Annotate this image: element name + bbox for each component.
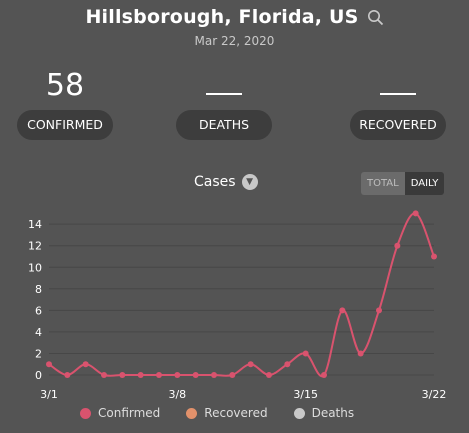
data-point[interactable] — [192, 372, 199, 378]
data-point[interactable] — [119, 372, 126, 378]
y-tick-label: 2 — [35, 347, 42, 360]
search-icon[interactable] — [367, 9, 384, 26]
legend-item-recovered[interactable]: Recovered — [186, 406, 268, 420]
legend-item-deaths[interactable]: Deaths — [293, 406, 355, 420]
data-point[interactable] — [156, 372, 162, 378]
deaths-empty-dash — [206, 93, 242, 95]
data-point[interactable] — [284, 361, 291, 368]
x-tick-label: 3/15 — [293, 388, 318, 401]
legend-dot-recovered — [186, 407, 198, 419]
y-tick-label: 10 — [28, 261, 42, 274]
y-tick-label: 4 — [35, 326, 42, 339]
legend-dot-confirmed — [80, 407, 91, 419]
legend-label-deaths: Deaths — [311, 406, 355, 420]
confirmed-button[interactable]: CONFIRMED — [17, 110, 113, 140]
data-point[interactable] — [101, 372, 107, 378]
total-daily-toggle[interactable]: TOTAL DAILY — [361, 172, 445, 195]
stat-confirmed: 58 CONFIRMED — [0, 66, 130, 140]
data-point[interactable] — [229, 372, 236, 378]
report-date: Mar 22, 2020 — [194, 34, 275, 48]
location-title: Hillsborough, Florida, US — [85, 6, 383, 28]
y-tick-label: 0 — [35, 369, 42, 382]
data-point[interactable] — [376, 307, 382, 314]
legend-dot-deaths — [293, 407, 305, 419]
deaths-button[interactable]: DEATHS — [176, 110, 272, 140]
y-tick-label: 14 — [28, 218, 42, 231]
x-tick-label: 3/8 — [168, 388, 186, 401]
toggle-total[interactable]: TOTAL — [361, 172, 405, 195]
data-point[interactable] — [211, 372, 217, 378]
chart-legend: Confirmed Recovered Deaths — [80, 406, 354, 420]
data-point[interactable] — [64, 372, 71, 378]
recovered-empty-dash — [380, 93, 416, 95]
data-point[interactable] — [339, 307, 346, 314]
legend-label-recovered: Recovered — [204, 406, 268, 420]
recovered-button[interactable]: RECOVERED — [350, 110, 446, 140]
toggle-daily[interactable]: DAILY — [404, 172, 445, 195]
chevron-down-icon[interactable]: ▼ — [241, 174, 258, 190]
legend-label-confirmed: Confirmed — [98, 406, 161, 420]
data-point[interactable] — [302, 350, 309, 357]
series-line-confirmed — [48, 212, 435, 378]
data-point[interactable] — [394, 242, 401, 249]
data-point[interactable] — [174, 372, 181, 378]
stat-recovered: RECOVERED — [333, 66, 463, 140]
header: Hillsborough, Florida, US Mar 22, 2020 — [0, 6, 469, 48]
y-tick-label: 12 — [28, 240, 42, 253]
metric-label: Cases — [194, 174, 236, 190]
data-point[interactable] — [431, 253, 437, 260]
x-tick-label: 3/22 — [422, 388, 447, 401]
location-name: Hillsborough, Florida, US — [85, 6, 359, 28]
cases-line-chart: 0 2 4 6 8 10 12 14 3/1 3/8 3/15 3/22 — [28, 210, 447, 401]
data-point[interactable] — [321, 372, 327, 378]
metric-selector[interactable]: Cases ▼ — [194, 174, 258, 190]
data-point[interactable] — [412, 210, 419, 217]
data-point[interactable] — [266, 372, 272, 378]
x-tick-label: 3/1 — [40, 388, 58, 401]
data-point[interactable] — [46, 361, 52, 368]
stat-deaths: DEATHS — [159, 66, 289, 140]
y-tick-label: 8 — [35, 283, 42, 296]
confirmed-count: 58 — [45, 68, 85, 103]
data-point[interactable] — [247, 361, 254, 368]
y-tick-label: 6 — [35, 304, 42, 317]
data-point[interactable] — [137, 372, 144, 378]
data-point[interactable] — [82, 361, 89, 368]
data-point[interactable] — [357, 350, 364, 357]
legend-item-confirmed[interactable]: Confirmed — [80, 406, 160, 420]
